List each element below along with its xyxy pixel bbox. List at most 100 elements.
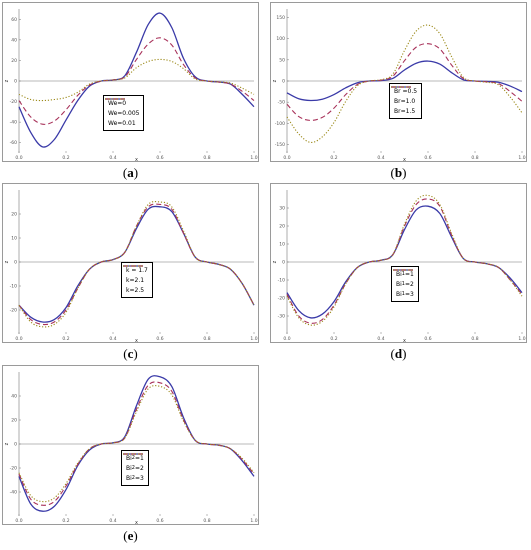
x-axis-label: x <box>403 157 406 163</box>
x-tick-label: 0.2 <box>62 155 69 161</box>
x-tick-label: 0.6 <box>424 336 431 342</box>
legend-swatch <box>393 269 413 271</box>
legend-item: Bi 1 =3 <box>393 269 414 299</box>
legend-item: Br=1.5 <box>391 86 417 116</box>
x-tick-label: 0.4 <box>377 336 384 342</box>
legend: Bi 1 =1 Bi 1 =2 Bi 1 =3 <box>391 266 419 302</box>
chart-frame: 0.0 0.2 0.4 0.6 0.8 1.0 -20 -10 0 10 20 x z k = 1.7 … <box>2 183 259 344</box>
x-tick-label: 1.0 <box>518 336 525 342</box>
x-tick-label: 0.4 <box>109 518 116 524</box>
series-line-2 <box>18 37 255 125</box>
x-tick-label: 1.0 <box>250 155 257 161</box>
x-tick-label: 0.4 <box>377 155 384 161</box>
legend-item: k=2.5 <box>123 265 148 295</box>
y-tick-label: 0 <box>14 260 17 266</box>
series-line-1 <box>18 12 255 148</box>
x-tick-label: 0.6 <box>156 336 163 342</box>
y-tick-label: 20 <box>279 224 285 230</box>
x-tick-label: 0.2 <box>62 336 69 342</box>
legend: Br =0.5 Br=1.0 Br=1.5 <box>389 83 423 119</box>
chart-frame: 0.0 0.2 0.4 0.6 0.8 1.0 -60 -40 -20 0 20 40 60 x z We=… <box>2 2 259 163</box>
x-axis-label: x <box>135 520 138 526</box>
legend-item: Bi 1 =2 <box>393 269 414 289</box>
series-line-3 <box>286 194 523 326</box>
legend-swatch <box>123 453 143 455</box>
y-tick-label: -50 <box>278 100 285 106</box>
x-tick-label: 0.0 <box>283 336 290 342</box>
panel-caption: (b) <box>390 165 407 180</box>
x-axis-label: x <box>135 157 138 163</box>
y-axis-label: z <box>4 79 10 82</box>
x-tick-label: 0.0 <box>15 336 22 342</box>
legend-swatch <box>391 86 411 88</box>
legend: We=0 We=0.005 We=0.01 <box>103 95 145 131</box>
x-tick-label: 0.4 <box>109 155 116 161</box>
y-tick-label: 10 <box>11 236 17 242</box>
legend-item: Bi 2 =3 <box>123 453 144 483</box>
x-tick-label: 0.0 <box>15 155 22 161</box>
x-tick-label: 0.8 <box>203 518 210 524</box>
y-axis-label: z <box>4 260 10 263</box>
panel-caption: (d) <box>390 346 407 361</box>
y-tick-label: 150 <box>276 15 285 21</box>
line-chart-bi1: 0.0 0.2 0.4 0.6 0.8 1.0 -30 -20 -10 0 10 20 30 x z <box>272 190 526 344</box>
y-tick-label: 50 <box>279 57 285 63</box>
x-tick-label: 0.8 <box>471 336 478 342</box>
y-axis-label: z <box>272 79 278 82</box>
legend-item: We=0.005 <box>105 98 139 118</box>
series-line-1 <box>18 375 255 512</box>
series-line-3 <box>18 58 255 102</box>
y-tick-label: 30 <box>279 206 285 212</box>
x-tick-label: 0.6 <box>424 155 431 161</box>
y-tick-label: -10 <box>278 278 285 284</box>
x-tick-label: 0.6 <box>156 155 163 161</box>
series-line-2 <box>18 381 255 506</box>
x-tick-label: 0.8 <box>203 155 210 161</box>
x-tick-label: 0.8 <box>471 155 478 161</box>
y-tick-label: 100 <box>276 36 285 42</box>
y-tick-label: 20 <box>11 58 17 64</box>
y-tick-label: 60 <box>11 17 17 23</box>
x-tick-label: 0.2 <box>62 518 69 524</box>
chart-frame: 0.0 0.2 0.4 0.6 0.8 1.0 -150 -100 -50 0 50 100 150 x z… <box>270 2 527 163</box>
x-tick-label: 0.0 <box>283 155 290 161</box>
x-tick-label: 1.0 <box>250 336 257 342</box>
series-line-3 <box>18 200 255 328</box>
series-line-2 <box>286 198 523 324</box>
legend-item: Br=1.0 <box>391 86 417 106</box>
y-tick-label: -20 <box>10 308 17 314</box>
y-tick-label: -60 <box>10 140 17 146</box>
x-tick-label: 0.2 <box>330 155 337 161</box>
y-tick-label: -40 <box>10 490 17 496</box>
legend-swatch <box>105 98 125 100</box>
legend-item: Bi 2 =2 <box>123 453 144 473</box>
y-tick-label: -10 <box>10 284 17 290</box>
y-tick-label: -40 <box>10 120 17 126</box>
y-tick-label: -150 <box>275 142 285 148</box>
panel-caption: (c) <box>123 346 138 361</box>
x-tick-label: 1.0 <box>250 518 257 524</box>
y-tick-label: -20 <box>10 466 17 472</box>
legend-item: k=2.1 <box>123 265 148 285</box>
legend: Bi 2 =1 Bi 2 =2 Bi 2 =3 <box>121 450 149 486</box>
x-tick-label: 1.0 <box>518 155 525 161</box>
x-tick-label: 0.0 <box>15 518 22 524</box>
legend-swatch <box>123 265 143 267</box>
x-tick-label: 0.6 <box>156 518 163 524</box>
y-tick-label: -30 <box>278 314 285 320</box>
x-tick-label: 0.8 <box>203 336 210 342</box>
line-chart-br: 0.0 0.2 0.4 0.6 0.8 1.0 -150 -100 -50 0 50 100 150 x z <box>272 9 526 163</box>
y-tick-label: 10 <box>279 242 285 248</box>
y-axis-label: z <box>272 260 278 263</box>
legend-item: We=0.01 <box>105 98 139 128</box>
y-tick-label: -20 <box>278 296 285 302</box>
line-chart-we: 0.0 0.2 0.4 0.6 0.8 1.0 -60 -40 -20 0 20 40 60 x z <box>4 9 258 163</box>
x-tick-label: 0.4 <box>109 336 116 342</box>
line-chart-k: 0.0 0.2 0.4 0.6 0.8 1.0 -20 -10 0 10 20 x z <box>4 190 258 344</box>
y-axis-label: z <box>4 442 10 445</box>
y-tick-label: 0 <box>14 442 17 448</box>
y-tick-label: 0 <box>282 260 285 266</box>
y-tick-label: 20 <box>11 212 17 218</box>
y-tick-label: -100 <box>275 121 285 127</box>
panel-caption: (a) <box>122 165 139 180</box>
